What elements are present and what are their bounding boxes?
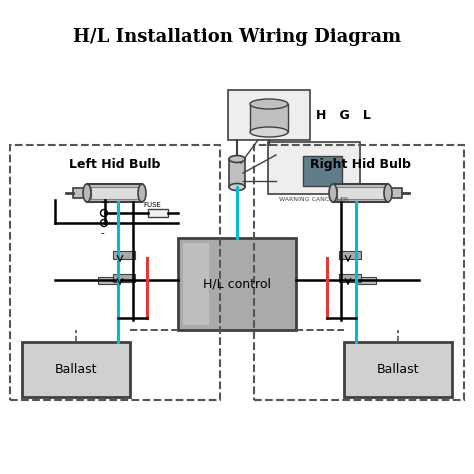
Bar	[183, 243, 209, 325]
Bar	[10, 145, 220, 400]
Text: WARNING CANCELLER: WARNING CANCELLER	[279, 197, 348, 202]
Bar	[333, 184, 388, 202]
Bar	[344, 342, 452, 397]
Ellipse shape	[329, 184, 337, 202]
Bar	[254, 145, 464, 400]
Ellipse shape	[83, 184, 91, 202]
Bar	[228, 90, 310, 140]
Bar	[229, 159, 245, 187]
Bar	[250, 104, 288, 132]
Ellipse shape	[229, 183, 245, 191]
Bar	[339, 274, 361, 282]
Text: FUSE: FUSE	[143, 202, 161, 208]
Text: Left Hid Bulb: Left Hid Bulb	[69, 158, 161, 171]
Text: +: +	[101, 198, 109, 208]
Bar	[73, 188, 87, 198]
Bar	[337, 187, 384, 199]
Bar	[268, 142, 360, 194]
Bar	[148, 209, 168, 217]
Text: -: -	[101, 228, 105, 238]
Bar	[388, 188, 402, 198]
Text: Right Hid Bulb: Right Hid Bulb	[310, 158, 410, 171]
Bar	[113, 251, 135, 259]
Bar	[113, 274, 135, 282]
Text: H   G   L: H G L	[316, 109, 371, 121]
Bar	[98, 276, 118, 283]
Text: Ballast: Ballast	[377, 363, 419, 376]
Ellipse shape	[384, 184, 392, 202]
Ellipse shape	[229, 155, 245, 163]
Bar	[303, 156, 342, 186]
Ellipse shape	[138, 184, 146, 202]
Bar	[22, 342, 130, 397]
Bar	[339, 251, 361, 259]
Ellipse shape	[250, 99, 288, 109]
Text: H/L Installation Wiring Diagram: H/L Installation Wiring Diagram	[73, 28, 401, 46]
Bar	[87, 184, 142, 202]
Text: Ballast: Ballast	[55, 363, 97, 376]
Bar	[91, 187, 138, 199]
Bar	[356, 276, 376, 283]
Text: H/L control: H/L control	[203, 277, 271, 291]
Ellipse shape	[250, 127, 288, 137]
Bar	[178, 238, 296, 330]
